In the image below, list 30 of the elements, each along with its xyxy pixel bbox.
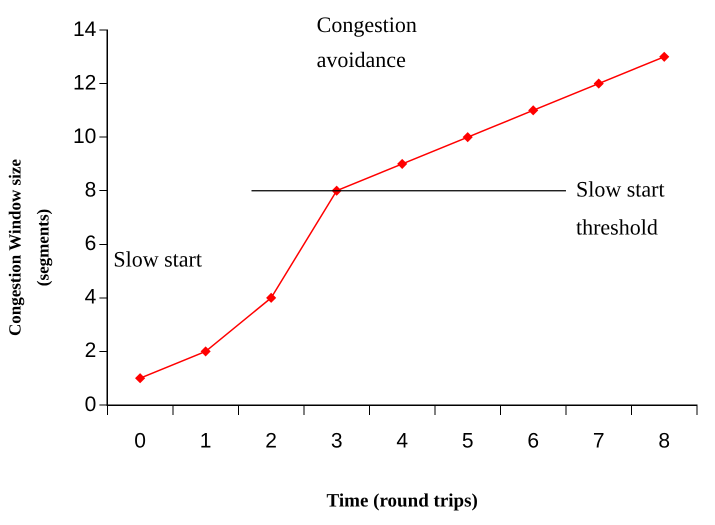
y-tick-label: 14 [73, 18, 97, 41]
point [528, 106, 538, 116]
point [462, 132, 472, 142]
annotation: Congestion avoidance [316, 12, 417, 72]
y-axis-title: Congestion Window size (segments) [5, 158, 52, 336]
y-tick-label: 0 [84, 392, 96, 416]
y-tick-label: 8 [84, 178, 96, 202]
x-tick-label: 8 [658, 429, 670, 452]
ref-line-label: Slow start threshold [576, 176, 665, 240]
point [135, 373, 145, 383]
point [200, 346, 210, 356]
point [594, 78, 604, 88]
point [266, 293, 276, 303]
x-tick-label: 6 [527, 429, 540, 452]
point [659, 52, 669, 62]
y-tick-label: 6 [84, 232, 96, 256]
x-tick-label: 1 [200, 429, 212, 452]
x-tick-label: 7 [592, 429, 605, 452]
annotation: Slow start [113, 246, 202, 272]
y-tick-label: 10 [73, 124, 96, 148]
x-tick-label: 4 [396, 429, 408, 452]
x-tick-label: 0 [134, 429, 146, 452]
y-tick-label: 4 [84, 286, 97, 309]
x-axis-title: Time (round trips) [326, 490, 478, 512]
y-tick-label: 12 [73, 71, 96, 94]
point [397, 159, 407, 169]
x-tick-label: 5 [462, 429, 474, 452]
y-tick-label: 2 [84, 339, 96, 362]
x-tick-label: 3 [330, 429, 343, 452]
x-tick-label: 2 [265, 429, 277, 452]
